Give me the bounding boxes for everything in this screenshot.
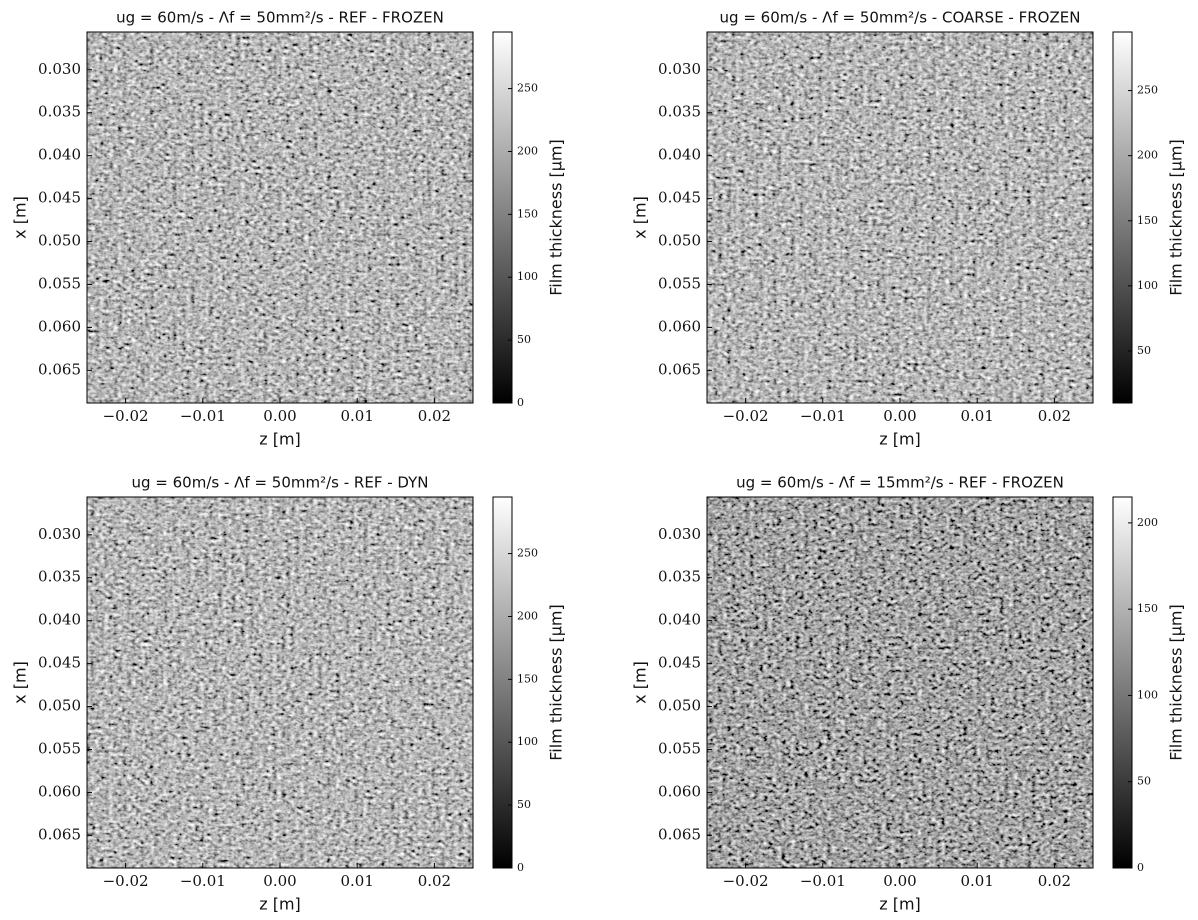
y-tick-label: 0.065 bbox=[38, 825, 81, 843]
x-tick-label: 0.02 bbox=[1038, 407, 1071, 425]
x-tick-label: 0.02 bbox=[1038, 872, 1071, 890]
x-tick-label: 0.01 bbox=[960, 407, 993, 425]
y-tick-label: 0.030 bbox=[38, 525, 81, 543]
colorbar-tick-label: 100 bbox=[1137, 688, 1158, 701]
colorbar-tick-label: 150 bbox=[1137, 602, 1158, 615]
colorbar bbox=[492, 31, 513, 404]
y-tick-label: 0.040 bbox=[658, 611, 701, 629]
x-tick-label: −0.02 bbox=[103, 407, 149, 425]
x-tick-label: −0.01 bbox=[800, 407, 846, 425]
y-tick-label: 0.055 bbox=[38, 274, 81, 292]
y-tick-label: 0.050 bbox=[658, 697, 701, 715]
y-tick-label: 0.050 bbox=[658, 232, 701, 250]
colorbar-tick-label: 200 bbox=[517, 609, 538, 622]
colorbar-tick-label: 100 bbox=[1137, 279, 1158, 292]
colorbar bbox=[1112, 496, 1133, 869]
x-tick-label: 0.00 bbox=[883, 407, 916, 425]
x-axis-label: z [m] bbox=[259, 895, 301, 914]
x-tick-label: −0.01 bbox=[800, 872, 846, 890]
y-tick-label: 0.035 bbox=[658, 103, 701, 121]
colorbar-tick-label: 50 bbox=[1137, 775, 1151, 788]
y-tick-label: 0.035 bbox=[38, 568, 81, 586]
y-tick-label: 0.030 bbox=[658, 525, 701, 543]
y-tick-label: 0.040 bbox=[38, 611, 81, 629]
y-tick-label: 0.055 bbox=[658, 739, 701, 757]
heatmap-image bbox=[707, 497, 1093, 868]
colorbar-label: Film thickness [μm] bbox=[547, 604, 566, 761]
colorbar-tick-label: 0 bbox=[517, 861, 524, 874]
x-axis-label: z [m] bbox=[879, 895, 921, 914]
colorbar-tick-label: 150 bbox=[1137, 214, 1158, 227]
colorbar bbox=[1112, 31, 1133, 404]
y-tick-label: 0.030 bbox=[38, 60, 81, 78]
colorbar-tick-label: 250 bbox=[1137, 84, 1158, 97]
y-tick-label: 0.060 bbox=[658, 317, 701, 335]
colorbar-tick-label: 200 bbox=[1137, 149, 1158, 162]
chart-title: ug = 60m/s - Λf = 15mm²/s - REF - FROZEN bbox=[736, 474, 1064, 492]
x-tick-label: 0.01 bbox=[340, 872, 373, 890]
y-tick-label: 0.045 bbox=[658, 654, 701, 672]
x-axis-label: z [m] bbox=[259, 430, 301, 449]
y-axis-label: x [m] bbox=[631, 196, 650, 239]
x-tick-label: −0.02 bbox=[723, 872, 769, 890]
x-tick-label: −0.01 bbox=[180, 407, 226, 425]
y-tick-label: 0.045 bbox=[38, 654, 81, 672]
chart-title: ug = 60m/s - Λf = 50mm²/s - REF - DYN bbox=[131, 474, 428, 492]
x-tick-label: 0.02 bbox=[418, 407, 451, 425]
y-tick-label: 0.035 bbox=[658, 568, 701, 586]
colorbar-tick-label: 250 bbox=[517, 82, 538, 95]
colorbar-tick-label: 0 bbox=[1137, 861, 1144, 874]
colorbar bbox=[492, 496, 513, 869]
colorbar-tick-label: 200 bbox=[1137, 516, 1158, 529]
y-axis-label: x [m] bbox=[631, 661, 650, 704]
colorbar-tick-label: 0 bbox=[517, 396, 524, 409]
colorbar-label: Film thickness [μm] bbox=[547, 139, 566, 296]
chart-title: ug = 60m/s - Λf = 50mm²/s - REF - FROZEN bbox=[116, 9, 444, 27]
y-tick-label: 0.055 bbox=[658, 274, 701, 292]
x-tick-label: 0.00 bbox=[263, 872, 296, 890]
x-tick-label: 0.02 bbox=[418, 872, 451, 890]
y-tick-label: 0.040 bbox=[658, 146, 701, 164]
y-axis-label: x [m] bbox=[11, 661, 30, 704]
y-tick-label: 0.065 bbox=[658, 360, 701, 378]
y-tick-label: 0.065 bbox=[38, 360, 81, 378]
heatmap-image bbox=[87, 32, 473, 403]
y-tick-label: 0.050 bbox=[38, 232, 81, 250]
colorbar-tick-label: 100 bbox=[517, 735, 538, 748]
y-tick-label: 0.035 bbox=[38, 103, 81, 121]
y-axis-label: x [m] bbox=[11, 196, 30, 239]
heatmap-image bbox=[707, 32, 1093, 403]
chart-title: ug = 60m/s - Λf = 50mm²/s - COARSE - FRO… bbox=[720, 9, 1081, 27]
y-tick-label: 0.060 bbox=[658, 782, 701, 800]
y-tick-label: 0.060 bbox=[38, 317, 81, 335]
x-tick-label: −0.02 bbox=[723, 407, 769, 425]
y-tick-label: 0.055 bbox=[38, 739, 81, 757]
colorbar-tick-label: 150 bbox=[517, 672, 538, 685]
x-tick-label: 0.00 bbox=[883, 872, 916, 890]
y-tick-label: 0.060 bbox=[38, 782, 81, 800]
x-tick-label: 0.01 bbox=[960, 872, 993, 890]
y-tick-label: 0.050 bbox=[38, 697, 81, 715]
colorbar-tick-label: 150 bbox=[517, 207, 538, 220]
colorbar-tick-label: 50 bbox=[1137, 344, 1151, 357]
colorbar-label: Film thickness [μm] bbox=[1167, 139, 1186, 296]
y-tick-label: 0.065 bbox=[658, 825, 701, 843]
colorbar-label: Film thickness [μm] bbox=[1167, 604, 1186, 761]
colorbar-tick-label: 250 bbox=[517, 547, 538, 560]
colorbar-tick-label: 100 bbox=[517, 270, 538, 283]
y-tick-label: 0.045 bbox=[658, 189, 701, 207]
colorbar-tick-label: 50 bbox=[517, 333, 531, 346]
colorbar-tick-label: 200 bbox=[517, 144, 538, 157]
x-axis-label: z [m] bbox=[879, 430, 921, 449]
y-tick-label: 0.030 bbox=[658, 60, 701, 78]
y-tick-label: 0.045 bbox=[38, 189, 81, 207]
x-tick-label: −0.01 bbox=[180, 872, 226, 890]
y-tick-label: 0.040 bbox=[38, 146, 81, 164]
heatmap-image bbox=[87, 497, 473, 868]
x-tick-label: −0.02 bbox=[103, 872, 149, 890]
x-tick-label: 0.00 bbox=[263, 407, 296, 425]
colorbar-tick-label: 50 bbox=[517, 798, 531, 811]
x-tick-label: 0.01 bbox=[340, 407, 373, 425]
